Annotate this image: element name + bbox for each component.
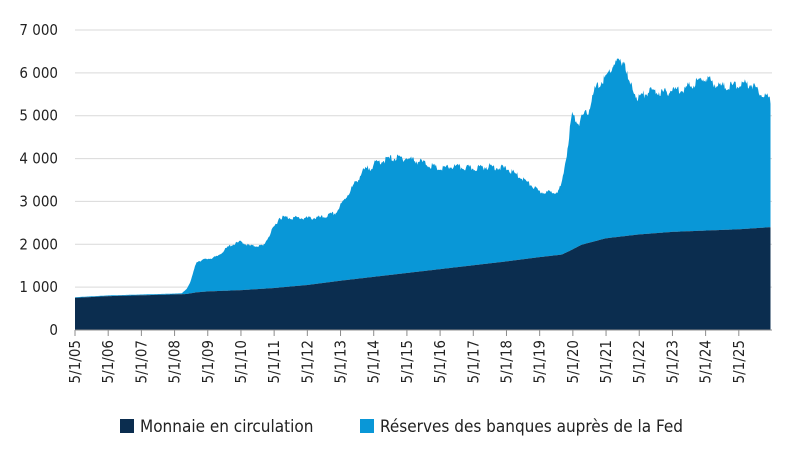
x-tick-label: 5/1/09	[199, 340, 217, 383]
x-tick-label: 5/1/08	[166, 340, 184, 383]
y-tick-label: 6 000	[19, 64, 58, 82]
y-tick-label: 4 000	[19, 150, 58, 168]
y-tick-label: 3 000	[19, 192, 58, 210]
y-tick-label: 2 000	[19, 235, 58, 253]
x-tick-label: 5/1/17	[464, 340, 482, 383]
legend-label: Monnaie en circulation	[140, 417, 313, 437]
y-tick-label: 1 000	[19, 278, 58, 296]
legend-swatch	[360, 419, 374, 433]
x-tick-label: 5/1/24	[697, 340, 715, 383]
x-tick-label: 5/1/11	[265, 340, 283, 383]
x-tick-label: 5/1/21	[597, 340, 615, 383]
x-tick-label: 5/1/06	[99, 340, 117, 383]
x-tick-label: 5/1/25	[730, 340, 748, 383]
axes: 0 1 000 2 000 3 000 4 000 5 000 6 000 7 000 5/1/…	[19, 21, 772, 383]
x-tick-label: 5/1/10	[232, 340, 250, 383]
x-tick-label: 5/1/12	[298, 340, 316, 383]
series-area-currency	[75, 227, 771, 330]
x-tick-label: 5/1/18	[497, 340, 515, 383]
legend-label: Réserves des banques auprès de la Fed	[380, 417, 683, 437]
x-tick-label: 5/1/22	[630, 340, 648, 383]
x-tick-label: 5/1/23	[663, 340, 681, 383]
x-tick-label: 5/1/14	[365, 340, 383, 383]
y-tick-label: 0	[49, 321, 58, 339]
y-tick-label: 5 000	[19, 107, 58, 125]
x-tick-label: 5/1/05	[66, 340, 84, 383]
x-tick-label: 5/1/19	[531, 340, 549, 383]
x-tick-label: 5/1/20	[564, 340, 582, 383]
x-tick-label: 5/1/16	[431, 340, 449, 383]
x-tick-label: 5/1/13	[332, 340, 350, 383]
x-tick-label: 5/1/15	[398, 340, 416, 383]
legend-swatch	[120, 419, 134, 433]
x-tick-label: 5/1/07	[132, 340, 150, 383]
legend: Monnaie en circulation Réserves des banqu…	[120, 417, 683, 437]
y-tick-label: 7 000	[19, 21, 58, 39]
series-area-reserves	[75, 58, 771, 298]
plot-areas	[75, 58, 771, 330]
